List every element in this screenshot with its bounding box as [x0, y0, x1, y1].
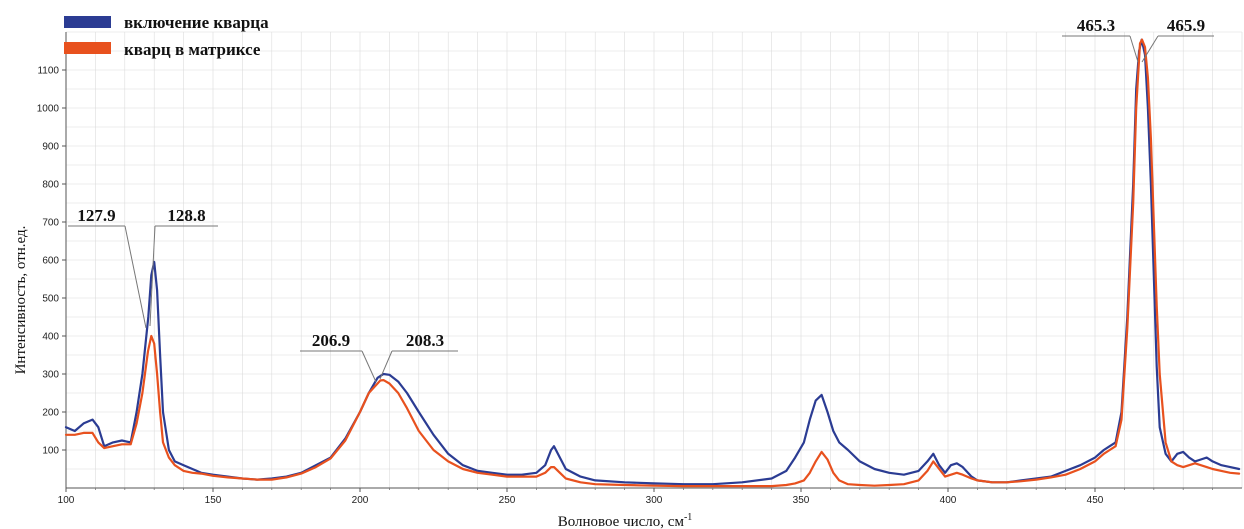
y-axis-ticks: 100 200 300 400 500 600 700 800 900 1000 1100 — [37, 66, 66, 457]
series-line-matrix — [64, 38, 1241, 488]
y-tick-label: 900 — [42, 142, 59, 153]
annotation-leader-right — [379, 350, 393, 380]
annotation-leader-left — [361, 350, 377, 383]
annotation-label-right: 128.8 — [167, 206, 205, 225]
annotation-label-right: 465.9 — [1167, 16, 1205, 35]
y-tick-label: 800 — [42, 180, 59, 191]
x-tick-label: 100 — [58, 495, 75, 506]
annotation-label-left: 465.3 — [1077, 16, 1115, 35]
annotation-leader-left — [1129, 35, 1139, 63]
y-tick-label: 1000 — [37, 104, 60, 115]
x-tick-label: 250 — [499, 495, 516, 506]
legend-label-matrix: кварц в матриксе — [124, 40, 261, 59]
annotation-leader-right — [149, 225, 156, 327]
peak-annotation: 206.9 208.3 — [300, 331, 458, 383]
peak-annotation: 465.3 465.9 — [1062, 16, 1214, 63]
x-axis-title-superscript: -1 — [684, 512, 692, 523]
y-tick-label: 700 — [42, 218, 59, 229]
legend-swatch-matrix — [64, 42, 111, 54]
y-tick-label: 600 — [42, 256, 59, 267]
x-tick-label: 450 — [1087, 495, 1104, 506]
x-tick-label: 150 — [205, 495, 222, 506]
x-axis-title-text: Волновое число, см — [558, 514, 685, 529]
legend: включение кварца кварц в матриксе — [64, 13, 269, 59]
x-tick-label: 400 — [940, 495, 957, 506]
y-axis-title: Интенсивность, отн.ед. — [13, 226, 29, 375]
x-tick-label: 350 — [793, 495, 810, 506]
x-tick-label: 200 — [352, 495, 369, 506]
y-tick-label: 500 — [42, 294, 59, 305]
legend-swatch-inclusion — [64, 16, 111, 28]
annotation-label-right: 208.3 — [406, 331, 444, 350]
y-tick-label: 200 — [42, 408, 59, 419]
x-tick-label: 300 — [646, 495, 663, 506]
annotation-leader-right — [1141, 35, 1159, 63]
series-layer — [64, 38, 1241, 488]
x-axis-ticks: 100 150 200 250 300 350 400 450 — [58, 488, 1213, 506]
y-tick-label: 100 — [42, 446, 59, 457]
y-tick-label: 400 — [42, 332, 59, 343]
annotation-leader-left — [124, 225, 147, 329]
y-tick-label: 300 — [42, 370, 59, 381]
grid — [66, 31, 1243, 488]
annotation-layer: 127.9 128.8 206.9 208.3 465.3 465.9 — [68, 16, 1214, 383]
peak-annotation: 127.9 128.8 — [68, 206, 218, 329]
annotation-label-left: 127.9 — [77, 206, 115, 225]
annotation-label-left: 206.9 — [312, 331, 350, 350]
y-tick-label: 1100 — [37, 66, 59, 77]
x-axis-title: Волновое число, см-1 — [558, 512, 693, 529]
legend-label-inclusion: включение кварца — [124, 13, 269, 32]
